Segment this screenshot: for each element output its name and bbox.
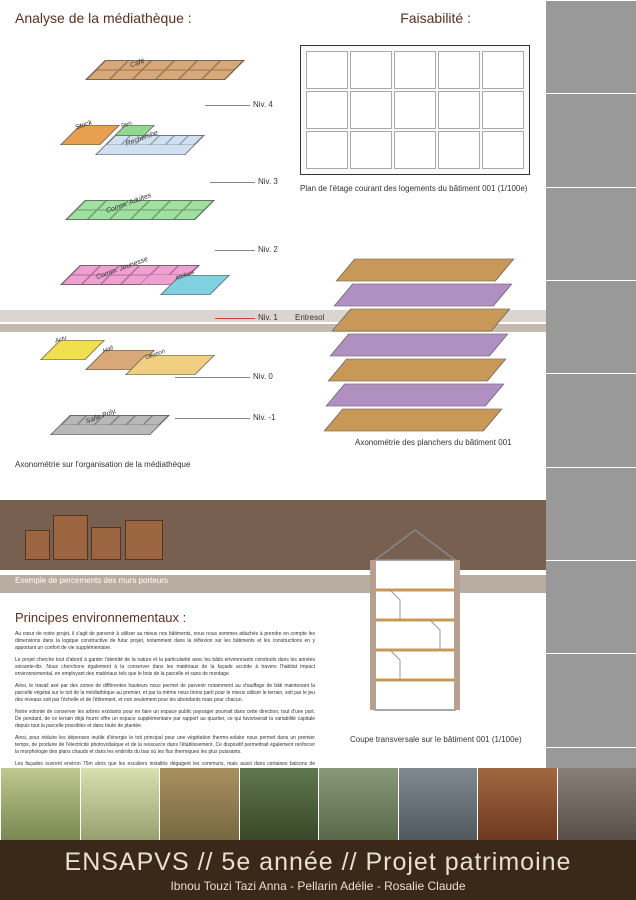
level-label: Niv. 3 — [258, 177, 278, 186]
principes-p2: Le projet cherche tout d'abord à garder … — [15, 657, 315, 678]
footer: ENSAPVS // 5e année // Projet patrimoine… — [0, 840, 636, 900]
principes-p4: Notre volonté de conserver les arbres ex… — [15, 709, 315, 730]
level-line — [215, 250, 255, 251]
ref-photo — [546, 0, 636, 93]
footer-authors: Ibnou Touzi Tazi Anna - Pellarin Adélie … — [170, 879, 465, 893]
principes-p3: Ainsi, le travail axé par des zones de d… — [15, 683, 315, 704]
ref-photo — [546, 187, 636, 280]
caption-percements: Exemple de percements des murs porteurs — [15, 576, 168, 585]
level-label: Niv. 1 — [258, 313, 278, 322]
ref-photo — [239, 768, 319, 840]
level-line — [175, 418, 250, 419]
principes-section: Principes environnementaux : Au cœur de … — [15, 610, 315, 780]
floor-plan — [300, 45, 530, 175]
ref-photo — [546, 653, 636, 746]
principes-title: Principes environnementaux : — [15, 610, 315, 625]
elevation-example — [25, 515, 165, 560]
level-line — [210, 182, 255, 183]
ref-photo — [80, 768, 160, 840]
footer-title: ENSAPVS // 5e année // Projet patrimoine — [65, 848, 572, 877]
bottom-photo-strip — [0, 768, 636, 840]
principes-p5: Ainsi, pour réduire les dépenses inutile… — [15, 735, 315, 756]
level-label: Niv. 2 — [258, 245, 278, 254]
principes-p1: Au cœur de notre projet, il s'agit de pa… — [15, 631, 315, 652]
caption-plan: Plan de l'étage courant des logements du… — [300, 184, 527, 193]
ref-photo — [0, 768, 80, 840]
caption-axon-media: Axonométrie sur l'organisation de la méd… — [15, 460, 190, 469]
ref-photo — [546, 467, 636, 560]
caption-axon-floors: Axonométrie des planchers du bâtiment 00… — [355, 438, 512, 447]
ref-photo — [318, 768, 398, 840]
level-label: Niv. -1 — [253, 413, 276, 422]
caption-coupe: Coupe transversale sur le bâtiment 001 (… — [350, 735, 522, 744]
ref-photo — [477, 768, 557, 840]
ref-photo — [398, 768, 478, 840]
axonometry-floors — [325, 245, 525, 425]
ref-photo — [546, 560, 636, 653]
cross-section — [345, 525, 485, 725]
analyse-title: Analyse de la médiathèque : — [15, 10, 192, 26]
ref-photo — [546, 93, 636, 186]
ref-photo — [557, 768, 636, 840]
faisabilite-title: Faisabilité : — [400, 10, 471, 26]
ref-photo — [546, 280, 636, 373]
level-label: Entresol — [295, 313, 324, 322]
ref-photo — [159, 768, 239, 840]
level-label: Niv. 4 — [253, 100, 273, 109]
level-line — [175, 377, 250, 378]
sidebar-photos — [546, 0, 636, 840]
level-label: Niv. 0 — [253, 372, 273, 381]
ref-photo — [546, 373, 636, 466]
level-line — [215, 318, 255, 319]
level-line — [205, 105, 250, 106]
